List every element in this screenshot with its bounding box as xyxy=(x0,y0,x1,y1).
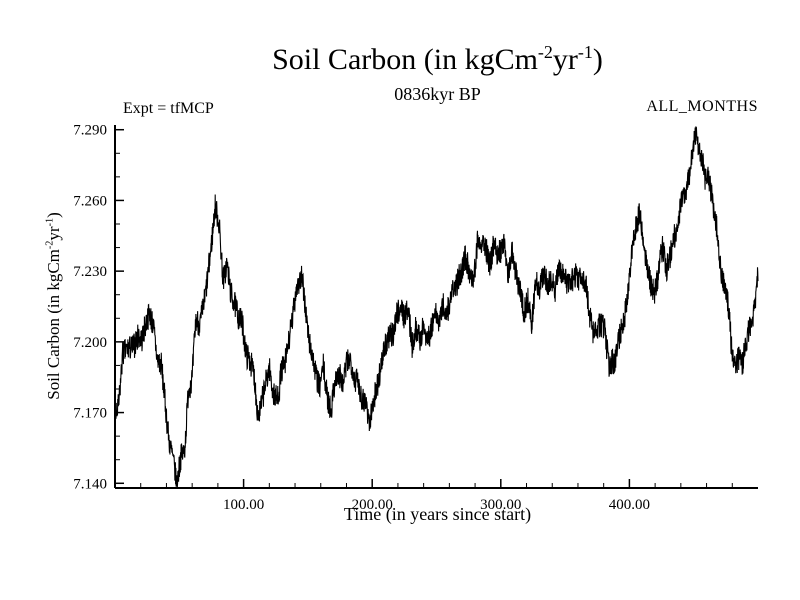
y-tick-label: 7.200 xyxy=(73,335,107,351)
x-tick-label: 100.00 xyxy=(223,497,264,513)
y-tick-label: 7.140 xyxy=(73,476,107,492)
y-tick-label: 7.170 xyxy=(73,406,107,422)
y-tick-label: 7.260 xyxy=(73,193,107,209)
y-tick-label: 7.230 xyxy=(73,264,107,280)
experiment-annotation: Expt = tfMCP xyxy=(123,100,214,117)
y-tick-label: 7.290 xyxy=(73,123,107,139)
x-tick-label: 200.00 xyxy=(352,497,393,513)
x-tick-label: 300.00 xyxy=(480,497,521,513)
data-series-line xyxy=(114,126,759,488)
months-annotation: ALL_MONTHS xyxy=(646,98,758,115)
chart-subtitle: 0836kyr BP xyxy=(394,84,481,104)
chart-title: Soil Carbon (in kgCm-2yr-1) xyxy=(272,42,603,76)
x-axis-label: Time (in years since start) xyxy=(343,504,532,524)
x-tick-label: 400.00 xyxy=(609,497,650,513)
